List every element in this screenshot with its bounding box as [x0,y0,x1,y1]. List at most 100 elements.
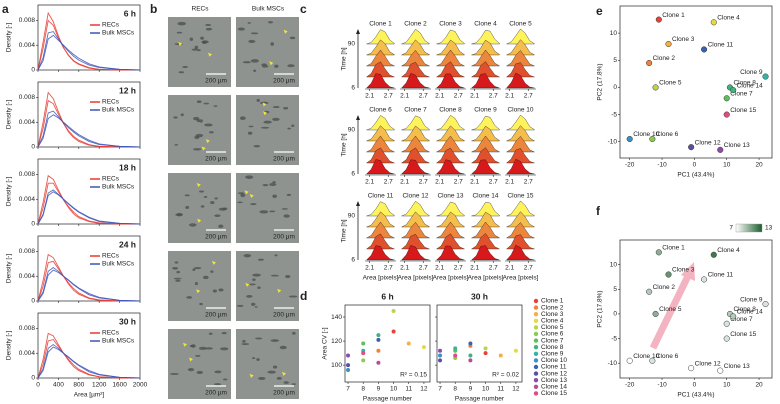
clone-title: Clone 7 [404,107,427,114]
legend-label: Clone 9 [541,351,564,358]
cell [262,184,269,187]
x-tick-label: 9 [377,386,381,393]
density-curve [37,114,141,148]
ridge [401,201,430,217]
point-label: Clone 2 [653,284,676,291]
point [376,333,381,338]
density-curve [37,191,141,225]
ridge [436,221,465,239]
y-axis-label: Density [-] [6,23,13,52]
clone-title: Clone 5 [509,21,532,28]
cell [291,383,297,386]
x-tick-label: 0 [36,382,40,389]
plot-frame [37,81,141,148]
x-tick-label: 0 [693,162,697,169]
x-tick-label: 8 [361,386,365,393]
density-curve [37,34,141,71]
cell [237,201,243,204]
cell [175,279,181,282]
y-tick-label: 0.008 [19,248,36,255]
cell [214,197,218,200]
cell [289,36,296,40]
x-tick-label: 2.7 [489,179,498,186]
ridge [401,159,430,175]
point-label: Clone 4 [717,247,740,254]
ridge [506,125,535,142]
ridge [505,50,535,67]
cell [246,295,253,298]
cell [279,345,287,350]
ridge [471,73,500,89]
y-axis-label: Density [-] [6,100,13,129]
y-axis-label: Time [h] [341,133,348,156]
point-label: Clone 7 [730,316,753,323]
point [361,351,366,356]
point [421,345,426,350]
cell [173,277,182,280]
ridge [366,125,395,142]
marker-arrow [262,102,267,107]
cell [178,71,185,74]
time-axis-arrow [356,201,360,206]
ridge [435,233,465,250]
plot-frame [436,304,523,383]
y-axis-label: PC2 (17.8%) [597,63,604,100]
y-tick-label: 0 [31,298,35,305]
cell [256,98,260,102]
cell [272,106,280,108]
point [391,329,396,334]
colorbar-tick-label: 7 [729,225,733,232]
cell [276,376,282,380]
ridge [401,73,430,89]
x-tick-label: 12 [512,386,520,393]
cell [196,370,204,375]
point [649,357,656,364]
legend-label: Bulk MSCs [102,338,135,345]
ridge [470,147,500,164]
x-tick-label: 20 [755,162,763,169]
x-tick-label: 9 [469,386,473,393]
marker-arrow [178,41,183,46]
cell [176,212,183,217]
point [652,84,659,91]
x-axis-label: Area [pixels] [398,275,434,282]
density-curve [37,91,140,148]
clone-title: Clone 13 [437,193,463,200]
cell [255,337,263,340]
point [391,309,396,314]
ridge [366,73,395,89]
micrograph [168,329,231,399]
marker-arrow [208,52,213,57]
ridge [436,211,465,228]
point-label: Clone 7 [730,91,753,98]
ridge [471,39,500,56]
cell [187,367,195,372]
cell [286,193,292,196]
point [717,367,724,374]
ridge [436,147,465,164]
point-label: Clone 12 [695,360,721,367]
y-tick-label: 0.004 [19,196,36,203]
cell [186,296,193,299]
x-tick-label: 2.1 [435,265,444,272]
ridge [401,234,430,250]
x-tick-label: 2.7 [419,93,428,100]
ridge [366,39,395,56]
x-tick-label: 2.7 [384,179,393,186]
x-tick-label: 2.1 [470,179,479,186]
cell [173,116,178,119]
point-label: Clone 2 [653,55,676,62]
point-label: Clone 14 [737,309,763,316]
y-tick-label: 10 [610,261,618,268]
cell [241,343,250,345]
x-tick-label: 2.1 [365,265,374,272]
ridge [506,234,535,250]
point [626,135,633,143]
chart-title: 12 h [119,85,136,95]
cell [218,288,224,292]
point [483,346,488,351]
legend-swatch [533,318,539,323]
chart-title: 18 h [119,162,136,172]
cell [221,331,227,335]
marker-arrow [205,139,210,144]
